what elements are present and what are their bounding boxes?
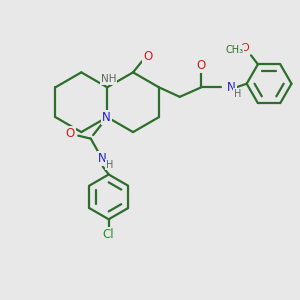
Text: O: O — [197, 59, 206, 72]
Text: H: H — [234, 89, 241, 99]
Text: H: H — [106, 160, 113, 170]
Text: O: O — [143, 50, 153, 63]
Text: CH₃: CH₃ — [226, 45, 244, 55]
Text: Cl: Cl — [103, 228, 115, 241]
Text: NH: NH — [101, 74, 116, 84]
Text: N: N — [227, 81, 236, 94]
Text: N: N — [102, 111, 111, 124]
Text: O: O — [241, 44, 249, 53]
Text: O: O — [66, 127, 75, 140]
Text: N: N — [98, 152, 107, 165]
